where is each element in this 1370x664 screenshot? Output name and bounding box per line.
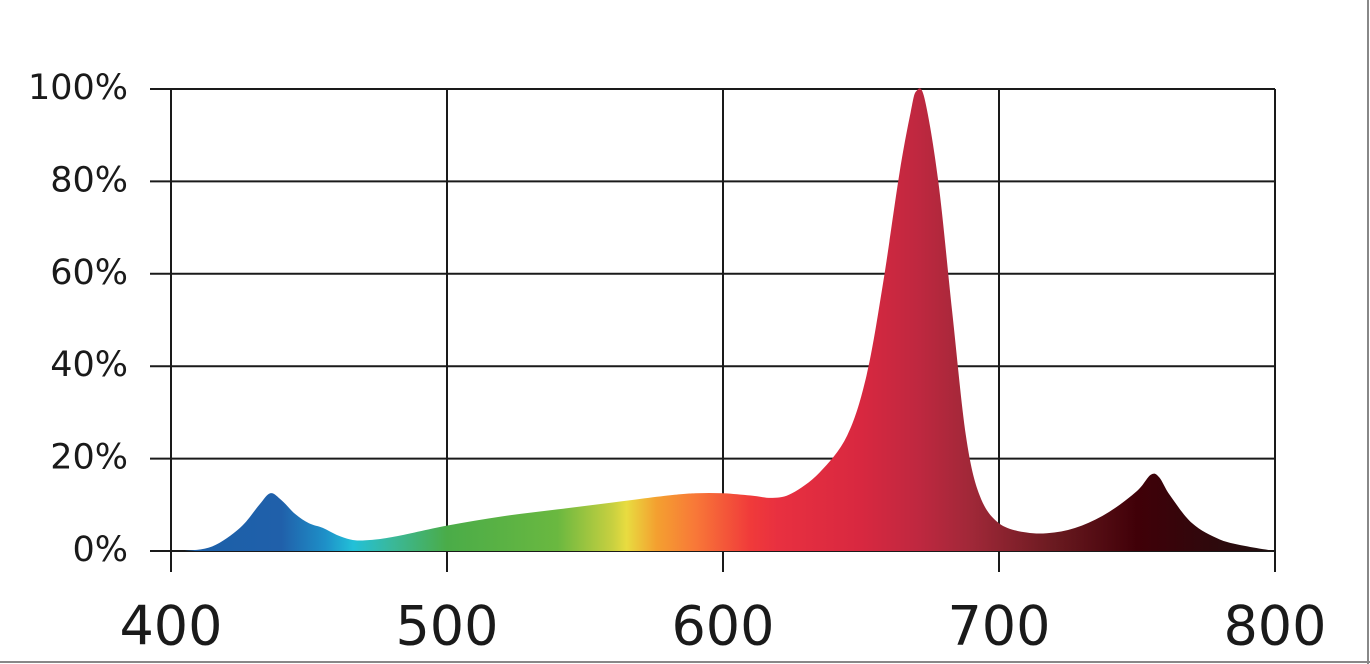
x-tick-label: 400	[119, 595, 222, 658]
x-tick-label: 600	[671, 595, 774, 658]
y-tick-label: 20%	[50, 438, 128, 478]
y-tick-label: 60%	[50, 253, 128, 293]
x-tick-label: 800	[1223, 595, 1326, 658]
x-tick-label: 700	[947, 595, 1050, 658]
y-tick-label: 100%	[28, 68, 128, 108]
y-tick-label: 0%	[72, 530, 128, 570]
x-tick-label: 500	[395, 595, 498, 658]
y-tick-label: 40%	[50, 345, 128, 385]
y-tick-label: 80%	[50, 160, 128, 200]
spectrum-area	[184, 88, 1275, 552]
